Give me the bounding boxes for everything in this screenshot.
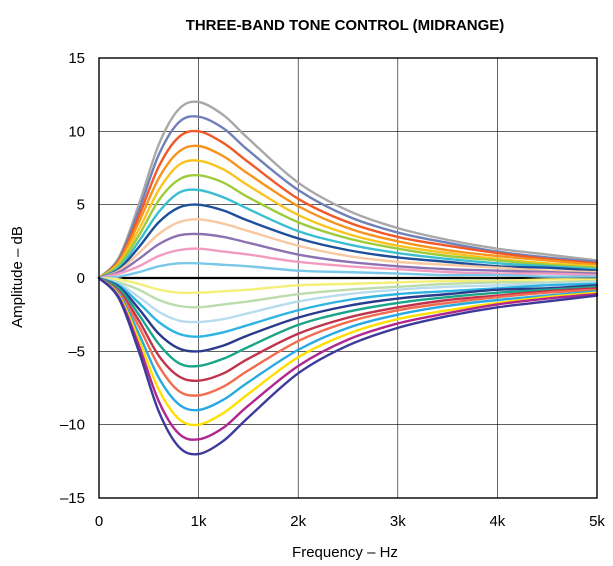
series-line-11 <box>97 261 599 280</box>
series-line-15 <box>97 276 599 338</box>
y-tick-label-5: –10 <box>60 417 85 434</box>
series-line-7 <box>97 203 599 280</box>
series-line-10 <box>97 247 599 280</box>
series-line-3 <box>97 144 599 280</box>
series-line-16 <box>97 276 599 353</box>
series-line-17 <box>97 276 599 368</box>
x-tick-label-3: 3k <box>390 513 406 530</box>
series-line-6 <box>97 188 599 280</box>
series-line-19 <box>97 276 599 397</box>
response-curves <box>97 100 599 456</box>
series-line-23 <box>97 276 599 456</box>
x-tick-labels: 0 1k 2k 3k 4k 5k <box>95 513 606 530</box>
y-tick-label-3: 0 <box>77 270 85 287</box>
y-tick-label-1: 10 <box>68 123 85 140</box>
chart-title: THREE-BAND TONE CONTROL (MIDRANGE) <box>186 17 505 34</box>
x-axis-label: Frequency – Hz <box>292 544 398 561</box>
series-line-12 <box>97 276 599 295</box>
plot-frame <box>98 57 598 499</box>
series-line-18 <box>97 276 599 382</box>
series-line-22 <box>97 276 599 441</box>
y-tick-label-6: –15 <box>60 490 85 507</box>
series-line-9 <box>97 232 599 280</box>
y-tick-label-4: –5 <box>68 343 85 360</box>
y-tick-label-0: 15 <box>68 50 85 67</box>
series-line-2 <box>97 129 599 280</box>
series-line-21 <box>97 276 599 427</box>
series-line-14 <box>97 276 599 324</box>
series-line-4 <box>97 159 599 280</box>
series-line-5 <box>97 174 599 280</box>
y-tick-labels: 15 10 5 0 –5 –10 –15 <box>60 50 85 507</box>
series-line-8 <box>97 218 599 280</box>
series-line-20 <box>97 276 599 412</box>
x-tick-label-2: 2k <box>290 513 306 530</box>
x-tick-label-5: 5k <box>589 513 605 530</box>
series-line-0 <box>97 100 599 280</box>
y-tick-label-2: 5 <box>77 197 85 214</box>
series-line-1 <box>97 115 599 280</box>
y-axis-label: Amplitude – dB <box>9 226 26 328</box>
x-tick-label-1: 1k <box>191 513 207 530</box>
x-tick-label-4: 4k <box>489 513 505 530</box>
x-tick-label-0: 0 <box>95 513 103 530</box>
series-line-13 <box>97 276 599 309</box>
